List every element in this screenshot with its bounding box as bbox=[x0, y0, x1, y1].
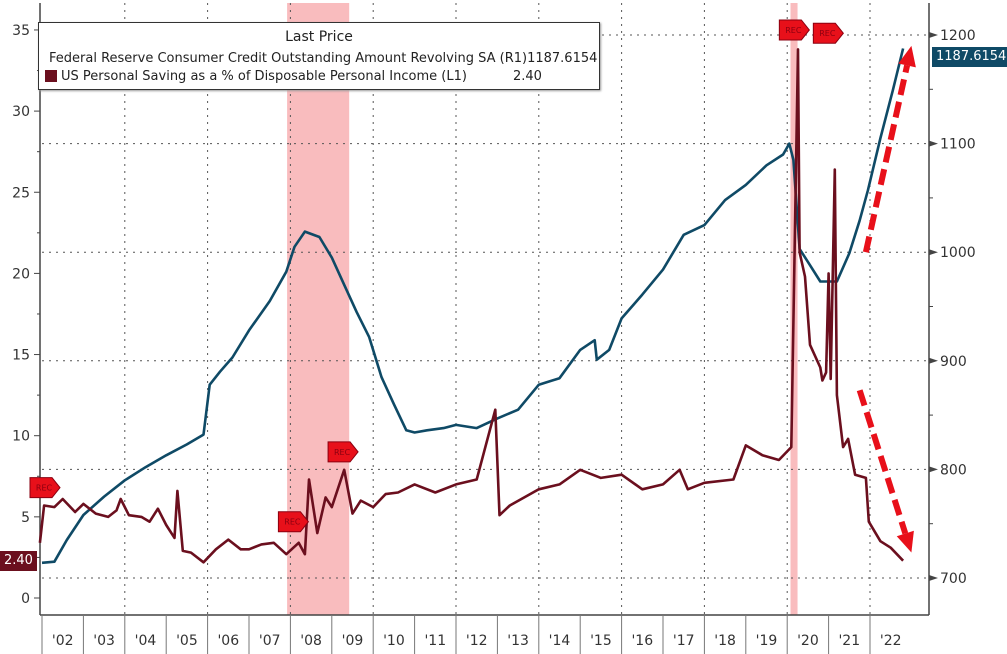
left-tick-label: 25 bbox=[12, 185, 30, 201]
legend-swatch bbox=[45, 70, 57, 82]
legend: Last Price Federal Reserve Consumer Cred… bbox=[38, 22, 600, 90]
left-tick-label: 20 bbox=[12, 266, 30, 282]
right-tick bbox=[929, 140, 938, 147]
right-tick-label: 1000 bbox=[940, 245, 976, 261]
left-tick-label: 30 bbox=[12, 104, 30, 120]
x-tick-label: '08 bbox=[300, 633, 322, 649]
x-tick-label: '13 bbox=[507, 633, 529, 649]
x-tick-label: '15 bbox=[590, 633, 612, 649]
x-tick-label: '16 bbox=[631, 633, 653, 649]
x-tick-label: '09 bbox=[342, 633, 364, 649]
legend-value: 1187.6154 bbox=[527, 50, 598, 66]
right-tick bbox=[929, 357, 938, 364]
rec-marker-label: REC bbox=[36, 484, 53, 493]
rec-marker bbox=[812, 22, 844, 44]
x-tick-label: '12 bbox=[466, 633, 488, 649]
rec-marker bbox=[327, 441, 359, 463]
rec-marker-label: REC bbox=[785, 26, 802, 35]
x-tick-label: '20 bbox=[797, 633, 819, 649]
x-tick-label: '14 bbox=[549, 633, 571, 649]
right-tick bbox=[929, 249, 938, 256]
last-value-tag-saving: 2.40 bbox=[0, 551, 37, 571]
x-tick-label: '21 bbox=[838, 633, 860, 649]
x-tick-label: '17 bbox=[673, 633, 695, 649]
right-tick-label: 1100 bbox=[940, 137, 976, 153]
x-tick-label: '02 bbox=[52, 633, 74, 649]
legend-item-saving-rate: US Personal Saving as a % of Disposable … bbox=[45, 67, 593, 85]
right-tick bbox=[929, 32, 938, 38]
last-value-tag-revolving: 1187.6154 bbox=[932, 47, 1007, 67]
x-tick-label: '22 bbox=[880, 633, 902, 649]
left-tick-label: 10 bbox=[12, 429, 30, 445]
right-tick-label: 700 bbox=[940, 571, 967, 587]
arrow-down-head bbox=[896, 530, 914, 553]
right-tick-label: 800 bbox=[940, 462, 967, 478]
x-tick-label: '06 bbox=[217, 633, 239, 649]
legend-item-revolving-credit: Federal Reserve Consumer Credit Outstand… bbox=[45, 49, 597, 67]
right-tick bbox=[929, 575, 938, 581]
x-tick-label: '07 bbox=[259, 633, 281, 649]
left-tick-label: 0 bbox=[21, 591, 30, 607]
x-tick-label: '10 bbox=[383, 633, 405, 649]
right-tick bbox=[929, 466, 938, 473]
left-tick-label: 5 bbox=[21, 510, 30, 526]
arrow-down-shaft bbox=[856, 389, 909, 535]
x-tick-label: '05 bbox=[176, 633, 198, 649]
legend-value: 2.40 bbox=[513, 68, 542, 84]
arrow-up-head bbox=[898, 45, 916, 68]
legend-label: Federal Reserve Consumer Credit Outstand… bbox=[49, 50, 528, 66]
legend-label: US Personal Saving as a % of Disposable … bbox=[61, 68, 467, 84]
legend-title: Last Price bbox=[285, 29, 353, 45]
revolving-credit-line bbox=[41, 48, 905, 565]
saving-rate-line bbox=[38, 48, 905, 564]
left-tick-label: 15 bbox=[12, 348, 30, 364]
x-tick-label: '19 bbox=[756, 633, 778, 649]
rec-marker-label: REC bbox=[284, 518, 301, 527]
x-tick-label: '18 bbox=[714, 633, 736, 649]
x-tick-label: '04 bbox=[135, 633, 157, 649]
rec-marker bbox=[29, 477, 61, 499]
x-tick-label: '11 bbox=[424, 633, 446, 649]
rec-marker-label: REC bbox=[334, 448, 351, 457]
right-tick-label: 900 bbox=[940, 354, 967, 370]
left-tick-label: 35 bbox=[12, 23, 30, 39]
rec-marker bbox=[277, 511, 310, 533]
right-tick-label: 1200 bbox=[940, 28, 976, 44]
rec-marker bbox=[778, 19, 810, 41]
arrow-up-shaft bbox=[862, 64, 911, 253]
x-tick-label: '03 bbox=[93, 633, 115, 649]
rec-marker-label: REC bbox=[819, 29, 836, 38]
